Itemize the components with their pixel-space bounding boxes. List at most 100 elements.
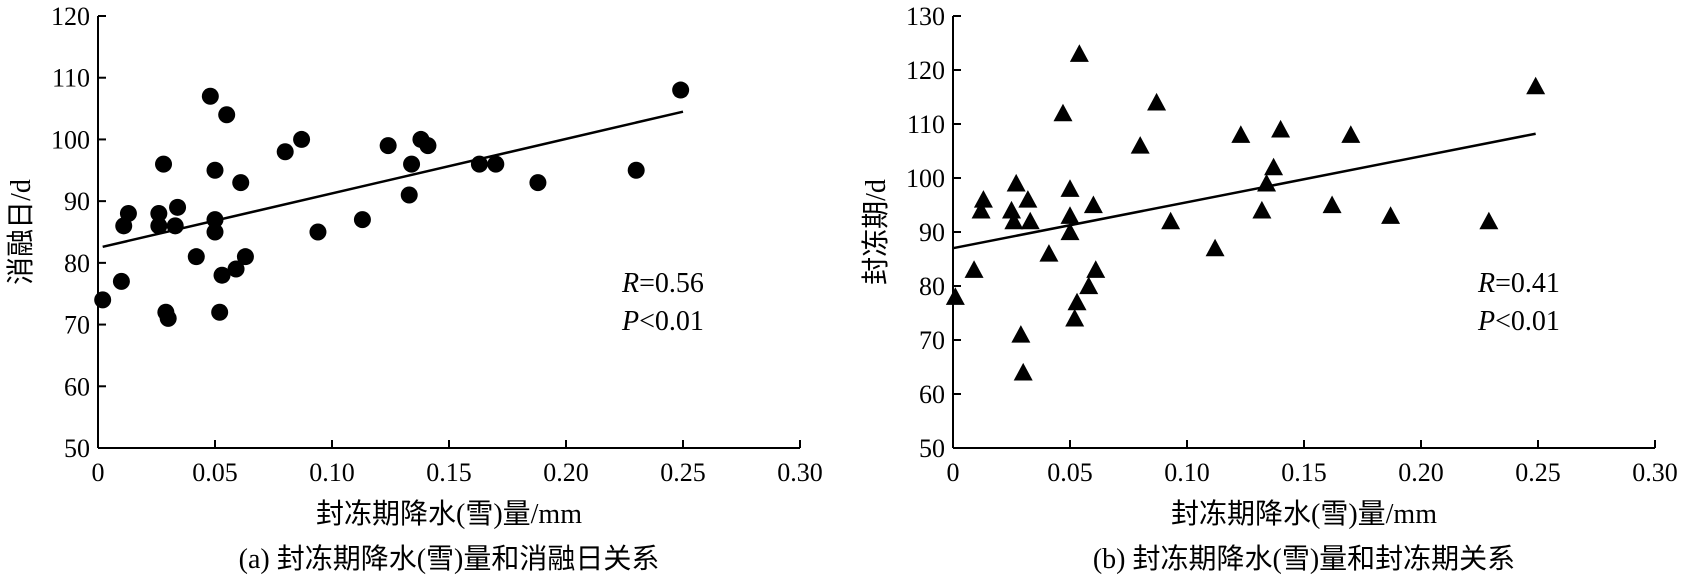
x-tick-label: 0	[92, 458, 105, 487]
data-point	[206, 161, 224, 179]
data-point	[218, 106, 236, 124]
data-point	[1060, 206, 1080, 224]
data-point	[1147, 92, 1167, 111]
data-point	[213, 266, 231, 284]
data-point	[529, 174, 547, 192]
x-tick-label: 0.25	[1515, 458, 1561, 487]
data-point	[187, 248, 205, 266]
data-point	[1060, 179, 1080, 197]
data-point	[1205, 238, 1225, 257]
data-point	[1065, 308, 1085, 327]
data-point	[206, 211, 224, 229]
data-point	[1020, 211, 1040, 230]
data-point	[1322, 195, 1342, 214]
data-point	[470, 155, 488, 173]
stat-r-value: =0.41	[1495, 268, 1560, 299]
data-point	[1039, 244, 1059, 262]
data-point	[119, 204, 137, 222]
data-point	[1002, 200, 1021, 219]
y-tick-label: 120	[906, 56, 945, 85]
data-point	[166, 217, 184, 235]
data-point	[487, 155, 505, 173]
y-tick-label: 60	[919, 380, 945, 409]
data-point	[1161, 211, 1181, 230]
x-axis-title: 封冻期降水(雪)量/mm	[1171, 498, 1437, 530]
data-point	[400, 186, 418, 204]
data-point	[155, 155, 173, 173]
data-point	[1130, 136, 1150, 154]
data-point	[150, 204, 168, 222]
data-point	[1271, 119, 1291, 138]
data-point	[1013, 362, 1033, 381]
data-point	[1086, 260, 1106, 278]
data-point	[112, 272, 130, 290]
data-point	[945, 287, 965, 305]
stat-p: P<0.01	[1477, 306, 1560, 337]
y-tick-label: 50	[64, 434, 90, 463]
y-tick-label: 90	[919, 218, 945, 247]
data-point	[206, 223, 224, 241]
y-tick-label: 70	[919, 326, 945, 355]
y-tick-label: 50	[919, 434, 945, 463]
y-tick-label: 90	[64, 187, 90, 216]
x-tick-label: 0.20	[543, 458, 589, 487]
y-tick-label: 100	[906, 164, 945, 193]
stat-r: R=0.41	[1477, 268, 1560, 299]
x-tick-label: 0.05	[192, 458, 238, 487]
data-point	[201, 87, 219, 105]
y-tick-label: 80	[919, 272, 945, 301]
data-point	[236, 248, 254, 266]
data-point	[1006, 173, 1026, 192]
data-point	[1060, 222, 1080, 241]
y-axis-title: 消融日/d	[5, 179, 37, 285]
data-point	[169, 198, 187, 216]
data-point	[1053, 103, 1073, 122]
stat-p-value: <0.01	[639, 306, 704, 337]
y-tick-label: 130	[906, 2, 945, 31]
data-point	[227, 260, 245, 278]
data-point	[1083, 195, 1103, 214]
panel-caption: (b) 封冻期降水(雪)量和封冻期关系	[1093, 543, 1515, 575]
chart-panel-a: 0 0.05 0.10 0.15 0.20 0.25 0.30 50 60 70 80 90 100 11…	[5, 2, 823, 575]
y-axis-title: 封冻期/d	[860, 179, 892, 285]
data-point	[627, 161, 645, 179]
data-point	[159, 309, 177, 327]
y-tick-label: 60	[64, 372, 90, 401]
data-point	[94, 291, 112, 309]
stat-p-label: P	[621, 306, 639, 337]
x-tick-label: 0.15	[426, 458, 472, 487]
x-tick-label: 0.10	[309, 458, 355, 487]
regression-line	[952, 132, 1536, 250]
data-point	[1011, 325, 1031, 343]
y-tick-label: 110	[52, 64, 90, 93]
data-point	[964, 260, 984, 278]
panel-caption: (a) 封冻期降水(雪)量和消融日关系	[239, 543, 660, 575]
x-tick-label: 0.20	[1398, 458, 1444, 487]
data-point	[672, 81, 690, 99]
data-point	[276, 143, 294, 161]
x-tick-label: 0.10	[1164, 458, 1210, 487]
stat-r: R=0.56	[621, 268, 704, 299]
y-tick-label: 100	[51, 125, 90, 154]
data-point	[1381, 206, 1401, 224]
data-point	[150, 217, 168, 235]
stat-p-value: <0.01	[1495, 306, 1560, 337]
stat-r-value: =0.56	[639, 268, 704, 299]
data-point	[1018, 190, 1038, 208]
data-point	[232, 174, 250, 192]
x-axis-title: 封冻期降水(雪)量/mm	[316, 498, 582, 530]
x-tick-label: 0.25	[660, 458, 706, 487]
data-point	[1341, 125, 1361, 143]
stat-p: P<0.01	[621, 306, 704, 337]
x-tick-label: 0.30	[1632, 458, 1678, 487]
stat-r-label: R	[621, 268, 639, 299]
y-tick-label: 110	[907, 110, 945, 139]
data-point	[1252, 200, 1272, 219]
data-point	[211, 303, 229, 321]
data-point	[971, 200, 991, 219]
data-point	[973, 190, 993, 208]
y-tick-label: 120	[51, 2, 90, 31]
chart-panel-b: 0 0.05 0.10 0.15 0.20 0.25 0.30 50 60 70 80 90 100 11…	[860, 2, 1678, 575]
y-tick-label: 70	[64, 311, 90, 340]
